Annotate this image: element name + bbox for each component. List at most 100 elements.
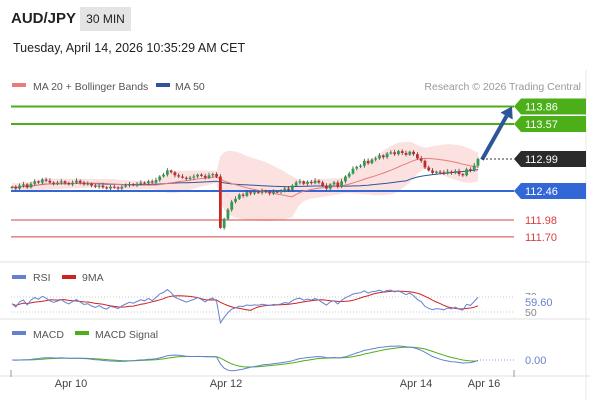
candle-body (234, 198, 237, 202)
candle-body (154, 180, 158, 183)
candle-body (378, 155, 381, 159)
candle-body (112, 186, 116, 188)
candle-body (177, 175, 181, 177)
x-tick-apr12: Apr 12 (210, 378, 242, 390)
credit-label: Research © 2026 Trading Central (424, 81, 581, 93)
candle-body (230, 201, 234, 210)
candle-body (253, 192, 256, 194)
candle-body (465, 169, 469, 176)
candlesticks (10, 149, 480, 230)
candle-body (37, 181, 40, 183)
candle-body (469, 169, 472, 171)
candle-body (158, 176, 162, 181)
x-tick-apr16: Apr 16 (468, 378, 500, 390)
candle-body (109, 186, 112, 189)
candle-body (374, 158, 378, 160)
candle-body (256, 192, 260, 194)
legend-swatch-ma50 (156, 83, 170, 87)
candle-body (415, 154, 419, 159)
candle-body (237, 194, 241, 199)
candle-body (275, 191, 279, 193)
candle-body (264, 191, 268, 193)
current-price-label: 112.99 (525, 154, 558, 166)
candle-body (313, 180, 317, 184)
candle-body (124, 185, 128, 187)
candle-body (184, 177, 188, 179)
moving-averages (11, 157, 479, 198)
macd-panel: MACD MACD Signal 0.00 (11, 329, 546, 372)
macd-line (11, 345, 479, 372)
resistance-label-1: 113.57 (525, 119, 558, 131)
candle-body (461, 174, 465, 176)
candle-body (325, 185, 328, 189)
candle-body (302, 181, 306, 184)
candle-body (203, 175, 207, 178)
candle-body (207, 175, 211, 178)
candle-body (82, 182, 86, 185)
candle-body (128, 184, 131, 186)
candle-body (450, 171, 453, 173)
candle-body (67, 183, 71, 185)
candle-body (18, 185, 21, 189)
candle-body (63, 181, 67, 184)
candle-body (294, 182, 298, 186)
candle-body (245, 192, 249, 196)
resistance-tag-0 (514, 98, 586, 115)
candle-body (362, 160, 366, 166)
candle-body (434, 171, 438, 173)
candle-body (139, 182, 143, 184)
candle-body (120, 186, 124, 189)
candle-body (268, 192, 272, 194)
legend-swatch-macd (12, 331, 26, 335)
candle-body (14, 186, 18, 189)
legend-swatch-rsi (12, 275, 26, 279)
candle-body (218, 176, 222, 228)
candle-body (427, 167, 431, 171)
candle-body (309, 181, 313, 184)
timeframe-button[interactable]: 30 MIN (80, 7, 131, 31)
candle-body (453, 171, 457, 173)
candle-body (150, 181, 154, 183)
rsi-tick-50: 50 (525, 307, 537, 319)
candle-body (476, 158, 480, 166)
legend-label-ma20: MA 20 + Bollinger Bands (33, 81, 148, 93)
forecast-arrow (480, 106, 513, 161)
ma20-line (11, 157, 479, 198)
forecast-arrow-shaft (480, 115, 509, 161)
candle-body (25, 184, 29, 188)
candle-body (131, 184, 135, 186)
candle-body (438, 171, 442, 173)
candle-body (10, 186, 14, 188)
candle-body (29, 183, 33, 188)
candle-body (412, 151, 415, 155)
candle-body (86, 183, 90, 185)
candle-body (321, 182, 325, 186)
candle-body (90, 183, 93, 186)
forecast-arrow-head (500, 106, 513, 120)
candle-body (423, 160, 427, 168)
candle-body (472, 165, 476, 171)
candle-body (21, 184, 25, 186)
candle-body (143, 182, 147, 184)
candle-body (343, 176, 347, 182)
candle-body (78, 180, 82, 183)
candle-body (370, 159, 374, 164)
legend-label-ma50: MA 50 (175, 81, 205, 93)
candle-body (442, 172, 446, 174)
candle-body (393, 152, 397, 155)
resistance-tag-1 (514, 115, 586, 132)
candle-body (146, 181, 150, 184)
current-price-tag: 112.99 (482, 150, 586, 167)
candle-body (105, 187, 109, 189)
legend-swatch-macd-signal (75, 331, 89, 335)
candle-body (457, 171, 461, 175)
candle-body (162, 174, 165, 177)
candle-body (397, 151, 400, 155)
candle-body (306, 181, 309, 184)
legend-label-macd: MACD (33, 329, 64, 341)
candle-body (272, 191, 275, 194)
candle-body (211, 174, 215, 176)
candle-body (332, 182, 336, 185)
candle-body (366, 160, 370, 164)
resistance-label-0: 113.86 (525, 101, 558, 113)
